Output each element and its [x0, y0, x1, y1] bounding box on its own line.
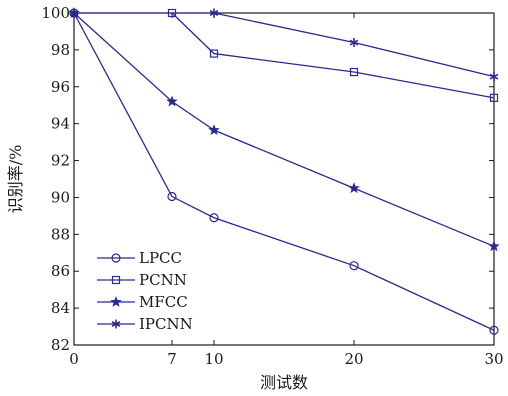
y-axis-label: 识别率/%: [6, 145, 25, 214]
legend-label-ipcnn: IPCNN: [139, 315, 193, 333]
asterisk-stroke: [69, 10, 79, 16]
asterisk-stroke: [489, 73, 499, 80]
data-point-mfcc: [348, 182, 360, 194]
y-tick-label: 84: [51, 299, 70, 317]
data-point-lpcc: [167, 191, 177, 202]
legend-label-pcnn: PCNN: [139, 271, 187, 289]
asterisk-stroke: [349, 39, 359, 46]
data-point-ipcnn: [69, 8, 79, 18]
x-tick-label: 30: [484, 350, 503, 368]
legend-item-ipcnn: IPCNN: [97, 315, 193, 333]
legend-marker-mfcc: [110, 295, 122, 307]
data-point-ipcnn: [489, 72, 499, 82]
y-tick-label: 88: [51, 225, 70, 243]
y-tick-label: 96: [51, 78, 70, 96]
y-tick-label: 94: [51, 115, 70, 133]
series-line-lpcc: [73, 12, 495, 331]
asterisk-stroke: [111, 321, 121, 327]
y-tick-label: 86: [51, 262, 70, 280]
data-point-ipcnn: [209, 8, 219, 18]
legend-item-pcnn: PCNN: [97, 271, 187, 289]
x-tick-label: 0: [69, 350, 79, 368]
series-line-ipcnn: [74, 12, 495, 78]
legend-marker-ipcnn: [111, 319, 121, 329]
asterisk-stroke: [209, 10, 219, 16]
axis-ticks: 0 7 10 20 30 82 84 86 88 90 92 94 96 98 100: [41, 4, 503, 368]
legend-item-lpcc: LPCC: [97, 249, 182, 267]
x-axis-label: 测试数: [260, 373, 308, 392]
data-point-mfcc: [166, 95, 178, 107]
x-tick-label: 7: [167, 350, 177, 368]
data-point-pcnn: [349, 67, 359, 77]
x-tick-label: 10: [204, 350, 223, 368]
plot-frame: [73, 12, 495, 346]
y-tick-label: 100: [41, 4, 70, 22]
y-tick-label: 98: [51, 41, 70, 59]
y-tick-label: 82: [51, 336, 70, 354]
data-point-pcnn: [209, 49, 219, 58]
legend-label-mfcc: MFCC: [139, 293, 188, 311]
data-point-pcnn: [489, 93, 499, 102]
y-tick-label: 90: [51, 188, 70, 206]
data-point-mfcc: [488, 240, 500, 252]
legend-marker-pcnn: [111, 275, 121, 285]
series-mfcc: [68, 6, 500, 252]
legend-item-mfcc: MFCC: [97, 293, 188, 311]
legend-background: [88, 244, 206, 336]
series-layer: [68, 6, 500, 335]
legend-label-lpcc: LPCC: [139, 249, 182, 267]
data-point-lpcc: [489, 325, 499, 335]
data-point-mfcc: [208, 124, 220, 136]
data-point-lpcc: [349, 261, 359, 271]
series-ipcnn: [69, 8, 499, 82]
y-tick-label: 92: [51, 152, 70, 170]
x-tick-label: 20: [344, 350, 363, 368]
data-point-lpcc: [209, 213, 219, 223]
series-lpcc: [69, 8, 499, 335]
data-point-ipcnn: [349, 38, 359, 48]
series-line-pcnn: [171, 12, 495, 99]
series-pcnn: [167, 8, 499, 102]
legend-marker-lpcc: [111, 253, 121, 263]
legend: LPCC PCNN MFCC IPCNN: [88, 244, 206, 336]
